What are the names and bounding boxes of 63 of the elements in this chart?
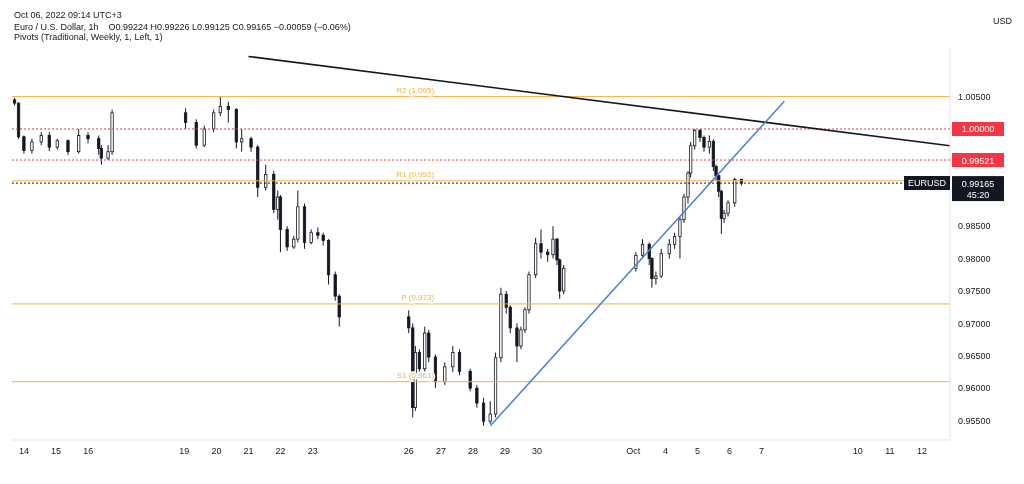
y-tick-label: 0.97000 [958, 318, 991, 329]
candlestick [77, 128, 81, 155]
x-tick-label: 19 [179, 446, 190, 457]
candlestick [451, 345, 455, 373]
chart-subtitle: O0.99224 H0.99226 L0.99125 C0.99165 −0.00059 (−0.06%) [108, 22, 351, 32]
candlestick [443, 361, 447, 386]
x-tick-label: 20 [211, 446, 222, 457]
x-tick-label: 21 [243, 446, 254, 457]
candlestick [640, 238, 645, 260]
candlestick [183, 107, 188, 130]
ref-line-label: R2 (1.005) [396, 85, 435, 95]
candlestick [457, 348, 462, 376]
candlestick [47, 131, 51, 152]
x-tick-label: 6 [727, 446, 733, 457]
x-tick-label: 12 [916, 446, 927, 457]
x-tick-label: 27 [435, 446, 446, 457]
y-axis-title: USD [992, 16, 1013, 27]
y-tick-label: 0.96500 [958, 350, 991, 361]
x-tick-label: 5 [694, 446, 700, 457]
candlestick [285, 225, 289, 252]
y-tick-label: 0.97500 [958, 286, 991, 297]
candlestick [475, 384, 479, 409]
ref-line-label: 0.99165 45:20 [961, 178, 995, 200]
y-tick-label: 0.98500 [958, 221, 991, 232]
candlestick [202, 125, 206, 148]
candlestick [212, 109, 216, 133]
x-tick-label: 22 [275, 446, 286, 457]
text: Oct 06, 2022 09:14 UTC+3 [14, 10, 123, 20]
candlestick [194, 118, 198, 149]
candlestick [488, 400, 492, 425]
candlestick [468, 368, 472, 392]
chart-title: Euro / U.S. Dollar, 1h [14, 22, 99, 32]
text: Pivots (Traditional, Weekly, 1, Left, 1) [14, 32, 164, 42]
x-tick-label: 26 [403, 446, 414, 457]
x-tick-label: 14 [19, 446, 30, 457]
ref-line-label: P (0.973) [401, 292, 435, 302]
x-tick-label: 30 [532, 446, 543, 457]
x-tick-label: 4 [662, 446, 668, 457]
candlestick [218, 96, 222, 117]
candlestick [667, 238, 671, 260]
candlestick [22, 134, 26, 155]
y-tick-label: 0.96000 [958, 383, 991, 394]
candlestick [515, 322, 519, 363]
x-tick-label: Oct [626, 446, 641, 457]
ref-line-label: 1.00000 [961, 124, 995, 135]
candlestick [240, 128, 244, 153]
candlestick [481, 397, 486, 427]
candlestick [86, 131, 90, 144]
ref-line-label: R1 (0.992) [396, 169, 435, 179]
x-tick-label: 16 [83, 446, 94, 457]
x-tick-label: 28 [467, 446, 478, 457]
ref-line-label: 0.99521 [961, 155, 995, 166]
x-tick-label: 7 [759, 446, 765, 457]
y-tick-label: 0.95500 [958, 415, 991, 426]
annotation: EURUSD [904, 176, 951, 191]
x-tick-label: 29 [500, 446, 511, 457]
y-tick-label: 1.00500 [958, 91, 991, 102]
y-tick-label: 0.98000 [958, 253, 991, 264]
x-tick-label: 10 [852, 446, 863, 457]
x-tick-label: 15 [51, 446, 62, 457]
x-tick-label: 23 [307, 446, 318, 457]
candlestick [226, 101, 230, 124]
x-tick-label: 11 [885, 446, 895, 457]
